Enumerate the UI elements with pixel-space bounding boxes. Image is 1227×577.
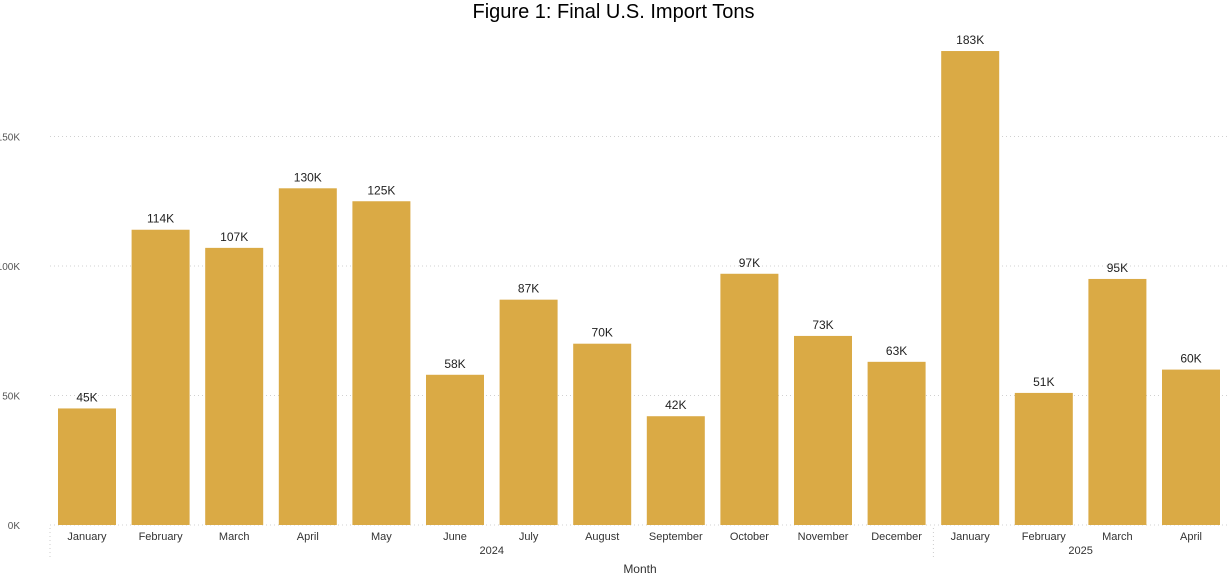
data-label: 60K <box>1180 352 1201 366</box>
bar-2024-november <box>794 335 852 525</box>
x-axis-title: Month <box>623 562 656 576</box>
y-axis: 0K 50K 100K 150K <box>0 133 20 533</box>
x-category-label: May <box>371 531 392 543</box>
y-tick-label: 50K <box>2 392 20 403</box>
data-label: 42K <box>665 398 686 412</box>
data-label: 114K <box>147 212 174 226</box>
data-label: 45K <box>76 390 97 404</box>
bar-2025-april <box>1162 369 1220 525</box>
data-labels: 45K 114K 107K 130K 125K 58K 87K 70K 42K 97K 73K 63K… <box>76 33 1201 412</box>
x-category-label: April <box>297 531 319 543</box>
x-category-label: July <box>519 531 539 543</box>
bar-2024-september <box>646 416 705 525</box>
data-label: 70K <box>592 326 613 340</box>
data-label: 95K <box>1107 261 1128 275</box>
bar-2024-april <box>278 188 337 526</box>
bar-2024-october <box>720 273 779 525</box>
data-label: 107K <box>220 230 248 244</box>
bar-2024-june <box>426 374 484 525</box>
bar-2024-december <box>867 361 926 525</box>
data-label: 87K <box>518 282 539 296</box>
data-label: 130K <box>294 170 322 184</box>
data-label: 73K <box>812 318 833 332</box>
x-category-label: February <box>139 531 184 543</box>
x-category-label: October <box>730 531 769 543</box>
data-label: 125K <box>367 183 395 197</box>
x-category-label: June <box>443 531 467 543</box>
x-group-label: 2024 <box>480 545 504 557</box>
x-category-label: January <box>67 531 107 543</box>
bar-2024-january <box>58 408 116 525</box>
bar-2024-july <box>499 299 558 525</box>
bar-2024-may <box>352 201 411 525</box>
data-label: 63K <box>886 344 907 358</box>
x-category-label: February <box>1022 531 1067 543</box>
x-category-label: March <box>219 531 250 543</box>
x-category-label: April <box>1180 531 1202 543</box>
x-category-label: September <box>649 531 703 543</box>
data-label: 51K <box>1033 375 1054 389</box>
data-label: 183K <box>956 33 984 47</box>
data-label: 97K <box>739 256 760 270</box>
bar-2025-february <box>1014 392 1073 525</box>
bar-2024-february <box>131 229 190 526</box>
bar-2025-january <box>941 51 1000 525</box>
x-category-label: March <box>1102 531 1133 543</box>
y-tick-label: 100K <box>0 262 20 273</box>
data-label: 58K <box>444 357 465 371</box>
x-category-label: December <box>871 531 922 543</box>
x-category-label: November <box>798 531 849 543</box>
bars <box>58 51 1220 526</box>
x-axis: January February March April May June July Augu… <box>49 528 1202 560</box>
y-tick-label: 150K <box>0 133 20 144</box>
bar-2025-march <box>1088 278 1147 525</box>
x-category-label: August <box>585 531 619 543</box>
y-tick-label: 0K <box>8 521 21 532</box>
x-group-label: 2025 <box>1068 545 1092 557</box>
bar-2024-march <box>205 247 264 525</box>
bar-2024-august <box>573 343 632 525</box>
chart-title: Figure 1: Final U.S. Import Tons <box>472 1 755 23</box>
x-category-label: January <box>951 531 991 543</box>
